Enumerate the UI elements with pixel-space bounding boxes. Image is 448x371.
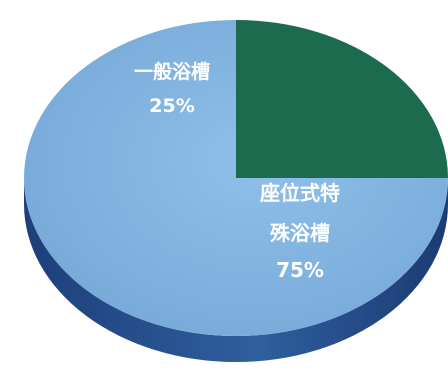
slice-1-label: 一般浴槽 [134, 60, 210, 83]
slice-2-label-part-2: 殊浴槽 [270, 221, 330, 245]
slice-1-value-label: 25% [149, 95, 194, 117]
slice-2-label-part-1: 座位式特 [260, 181, 340, 205]
slice-2-value-label: 75% [276, 258, 324, 282]
pie-side-wall [24, 178, 448, 362]
pie-slice-1 [236, 20, 448, 178]
pie-slice-2 [24, 20, 448, 336]
